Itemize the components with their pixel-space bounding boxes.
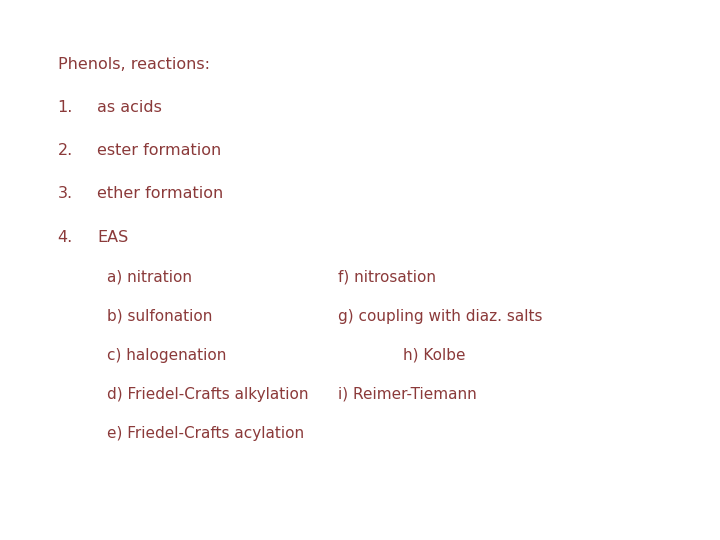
Text: Phenols, reactions:: Phenols, reactions: (58, 57, 210, 72)
Text: ether formation: ether formation (97, 186, 223, 201)
Text: 1.: 1. (58, 100, 73, 115)
Text: b) sulfonation: b) sulfonation (107, 309, 212, 324)
Text: h) Kolbe: h) Kolbe (403, 348, 466, 363)
Text: EAS: EAS (97, 230, 128, 245)
Text: ester formation: ester formation (97, 143, 222, 158)
Text: 4.: 4. (58, 230, 73, 245)
Text: d) Friedel-Crafts alkylation: d) Friedel-Crafts alkylation (107, 387, 308, 402)
Text: i) Reimer-Tiemann: i) Reimer-Tiemann (338, 387, 477, 402)
Text: e) Friedel-Crafts acylation: e) Friedel-Crafts acylation (107, 426, 304, 441)
Text: c) halogenation: c) halogenation (107, 348, 226, 363)
Text: f) nitrosation: f) nitrosation (338, 270, 436, 285)
Text: as acids: as acids (97, 100, 162, 115)
Text: a) nitration: a) nitration (107, 270, 192, 285)
Text: 2.: 2. (58, 143, 73, 158)
Text: g) coupling with diaz. salts: g) coupling with diaz. salts (338, 309, 543, 324)
Text: 3.: 3. (58, 186, 73, 201)
